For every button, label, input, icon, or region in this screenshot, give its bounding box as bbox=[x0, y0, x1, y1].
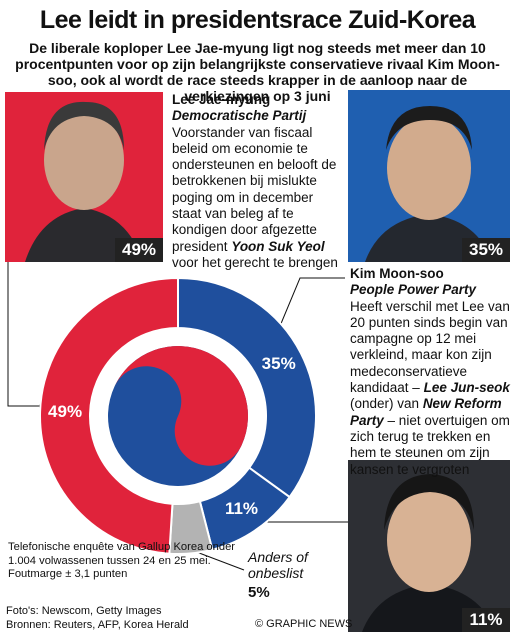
source: Bronnen: Reuters, AFP, Korea Herald bbox=[6, 619, 189, 631]
other-label: Anders of onbeslist 5% bbox=[248, 549, 348, 601]
emblem bbox=[108, 346, 248, 486]
description: – niet overtuigen om zich terug te trekk… bbox=[350, 412, 510, 477]
slice bbox=[39, 276, 179, 555]
kim-text: Kim Moon-soo People Power Party Heeft ve… bbox=[350, 266, 512, 478]
photo-kim bbox=[348, 90, 510, 262]
description: (onder) van bbox=[350, 396, 420, 412]
badge: 49% bbox=[115, 238, 163, 262]
party: Democratische Partij bbox=[172, 108, 307, 124]
lee-text: Lee Jae-myung Democratische Partij Voors… bbox=[172, 92, 344, 271]
description: Heeft verschil met Lee van 20 punten sin… bbox=[350, 298, 510, 396]
subtitle: De liberale koploper Lee Jae-myung ligt … bbox=[15, 40, 500, 104]
donut: 35% 11% 49% bbox=[39, 276, 317, 555]
candidate-name: Kim Moon-soo bbox=[350, 266, 444, 281]
category-label: Anders of onbeslist bbox=[248, 549, 308, 581]
photo-lee bbox=[5, 92, 163, 262]
slice bbox=[177, 276, 317, 499]
value-label: 35% bbox=[262, 354, 296, 373]
candidate-name: Lee Jae-myung bbox=[172, 92, 271, 107]
copyright: © GRAPHIC NEWS bbox=[255, 618, 353, 630]
badge: 11% bbox=[462, 608, 510, 632]
description: Voorstander van fiscaal beleid om econom… bbox=[172, 124, 337, 254]
title: Lee leidt in presidentsrace Zuid-Korea bbox=[39, 6, 476, 34]
value-label: 5% bbox=[248, 584, 270, 601]
badge: 35% bbox=[462, 238, 510, 262]
name: Yoon Suk Yeol bbox=[231, 238, 325, 254]
party: People Power Party bbox=[350, 282, 477, 298]
photo-lee-jun-seok bbox=[348, 460, 510, 632]
emblem-red bbox=[114, 346, 248, 466]
value-label: 11% bbox=[225, 499, 258, 518]
value-label: 49% bbox=[48, 402, 82, 421]
sources: Foto's: Newscom, Getty Images Bronnen: R… bbox=[6, 604, 256, 632]
party: New Reform Party bbox=[350, 396, 502, 428]
footnote: Telefonische enquête van Gallup Korea on… bbox=[8, 541, 236, 580]
source: Foto's: Newscom, Getty Images bbox=[6, 605, 162, 617]
name: Lee Jun-seok bbox=[423, 380, 510, 396]
description: voor het gerecht te brengen bbox=[172, 254, 338, 270]
